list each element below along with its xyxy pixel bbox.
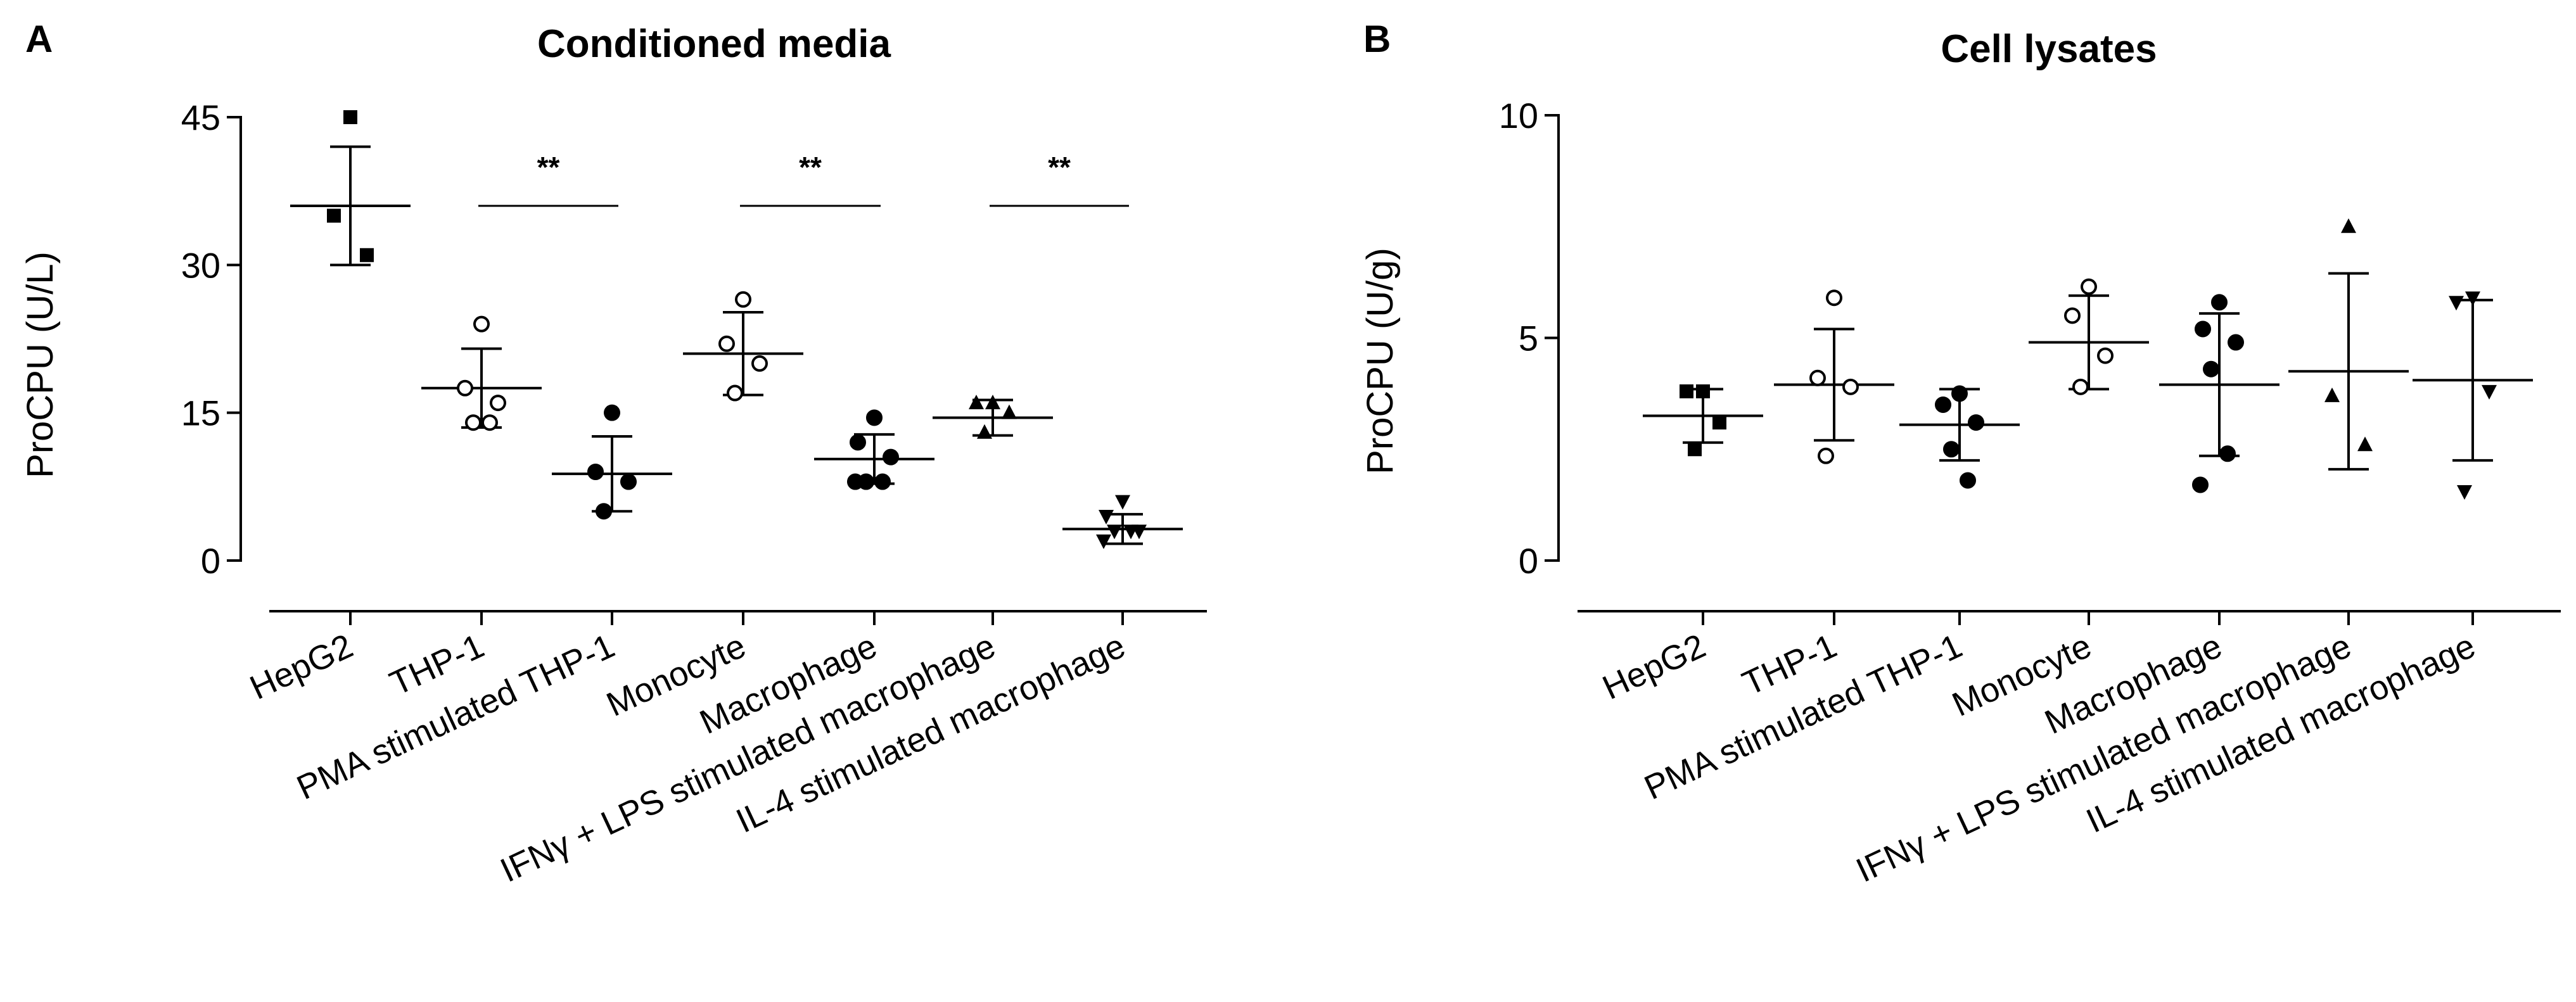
data-point — [473, 315, 490, 333]
data-point — [985, 395, 1000, 410]
data-point — [2097, 347, 2114, 364]
data-point — [2457, 485, 2472, 500]
data-point — [2211, 294, 2228, 311]
y-tick-label: 30 — [181, 245, 220, 285]
data-point — [2081, 278, 2097, 295]
y-tick-label: 45 — [181, 98, 220, 137]
panel-b-y-axis-label: ProCPU (U/g) — [1360, 248, 1401, 474]
data-point — [1099, 510, 1114, 524]
data-point — [1002, 404, 1017, 419]
x-category-label: HepG2 — [1597, 626, 1711, 707]
data-point — [1107, 524, 1122, 540]
series-group — [290, 110, 411, 267]
significance-label: ** — [1048, 151, 1071, 184]
significance-label: ** — [537, 151, 560, 184]
data-point — [596, 503, 612, 520]
significance-label: ** — [799, 151, 822, 184]
data-point — [2228, 334, 2244, 351]
data-point — [850, 434, 866, 451]
data-point — [735, 291, 751, 308]
data-point — [481, 414, 498, 431]
data-point — [2072, 378, 2089, 395]
panel-a-title: Conditioned media — [537, 22, 891, 66]
data-point — [343, 110, 357, 124]
series-group — [683, 291, 803, 402]
data-point — [727, 384, 743, 402]
data-point — [1809, 369, 1826, 386]
y-tick-label: 0 — [1519, 541, 1538, 581]
data-point — [866, 409, 883, 426]
data-point — [718, 335, 735, 352]
data-point — [751, 355, 768, 372]
panel-a: A Conditioned media ProCPU (U/L) 0 15 30 45… — [20, 18, 1207, 890]
data-point — [2192, 476, 2209, 493]
panel-b-title: Cell lysates — [1941, 27, 2157, 71]
data-point — [1960, 472, 1976, 489]
data-point — [1680, 384, 1693, 398]
data-point — [1842, 378, 1859, 395]
data-point — [1943, 441, 1960, 458]
series-group — [1643, 384, 1763, 457]
data-point — [969, 395, 984, 410]
data-point — [620, 473, 637, 490]
data-point — [360, 248, 374, 262]
data-point — [1696, 384, 1710, 398]
data-point — [465, 414, 481, 431]
panel-b-letter: B — [1363, 18, 1391, 60]
data-point — [2195, 320, 2211, 338]
series-group — [2413, 291, 2533, 500]
data-point — [1123, 524, 1138, 540]
data-point — [2203, 360, 2219, 377]
data-point — [2482, 384, 2497, 400]
series-group — [2029, 278, 2149, 395]
y-tick-label: 5 — [1519, 319, 1538, 358]
data-point — [490, 395, 506, 412]
data-point — [977, 424, 992, 439]
data-point — [1115, 495, 1130, 510]
y-tick-label: 10 — [1499, 96, 1538, 136]
series-group — [1774, 289, 1894, 464]
data-point — [874, 473, 891, 490]
data-point — [457, 379, 473, 396]
data-point — [2064, 307, 2081, 324]
data-point — [604, 404, 620, 421]
data-point — [1935, 396, 1951, 413]
series-group — [814, 409, 934, 490]
data-point — [2449, 296, 2464, 311]
data-point — [2465, 291, 2480, 307]
data-point — [1968, 414, 1984, 431]
y-tick-label: 0 — [201, 541, 220, 581]
series-group — [2159, 294, 2280, 493]
series-group — [933, 395, 1053, 439]
panel-a-y-axis-label: ProCPU (U/L) — [20, 251, 61, 478]
data-point — [587, 464, 604, 480]
series-group — [1899, 385, 2020, 489]
series-group — [421, 315, 542, 431]
data-point — [883, 448, 899, 466]
data-point — [2219, 445, 2236, 462]
panel-a-letter: A — [25, 18, 53, 60]
data-point — [327, 208, 341, 223]
series-group — [552, 404, 672, 520]
data-point — [1951, 385, 1968, 402]
data-point — [2357, 436, 2373, 452]
series-group — [2288, 218, 2409, 471]
y-tick-label: 15 — [181, 393, 220, 433]
data-point — [1712, 415, 1726, 430]
data-point — [1688, 442, 1702, 457]
data-point — [1826, 289, 1842, 307]
series-group — [1062, 495, 1183, 549]
data-point — [847, 473, 864, 490]
data-point — [2341, 218, 2356, 233]
x-category-label: HepG2 — [245, 626, 359, 707]
data-point — [1818, 447, 1834, 464]
data-point — [2324, 387, 2340, 402]
data-point — [1096, 534, 1111, 549]
